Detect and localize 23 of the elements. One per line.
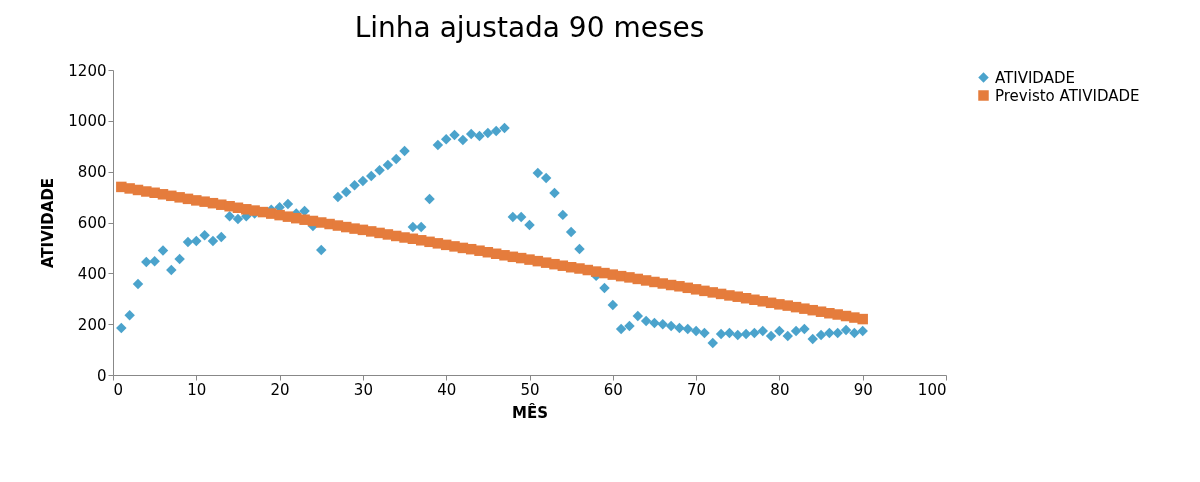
x-tick-label: 0: [113, 380, 124, 399]
x-tick-label: 80: [770, 380, 790, 399]
legend-label: ATIVIDADE: [995, 68, 1075, 87]
x-tick-label: 30: [353, 380, 373, 399]
x-tick-label: 50: [520, 380, 540, 399]
x-tick-label: 10: [187, 380, 207, 399]
legend-label: Previsto ATIVIDADE: [995, 86, 1140, 105]
y-tick-label: 1200: [68, 61, 107, 80]
y-axis-title: ATIVIDADE: [39, 177, 58, 269]
x-tick-label: 90: [853, 380, 873, 399]
y-tick-label: 400: [77, 264, 107, 283]
x-axis-title: MÊS: [512, 402, 548, 422]
x-tick-label: 70: [687, 380, 707, 399]
y-tick-label: 600: [77, 214, 107, 232]
x-tick-label: 100: [917, 380, 947, 399]
y-tick-label: 0: [96, 366, 107, 385]
x-tick-label: 40: [437, 380, 457, 399]
y-tick-label: 200: [77, 315, 107, 334]
x-tick-label: 60: [603, 380, 623, 399]
chart-title: Linha ajustada 90 meses: [354, 11, 705, 44]
y-tick-label: 800: [77, 163, 107, 182]
x-tick-label: 20: [270, 380, 290, 399]
y-tick-label: 1000: [68, 112, 107, 131]
